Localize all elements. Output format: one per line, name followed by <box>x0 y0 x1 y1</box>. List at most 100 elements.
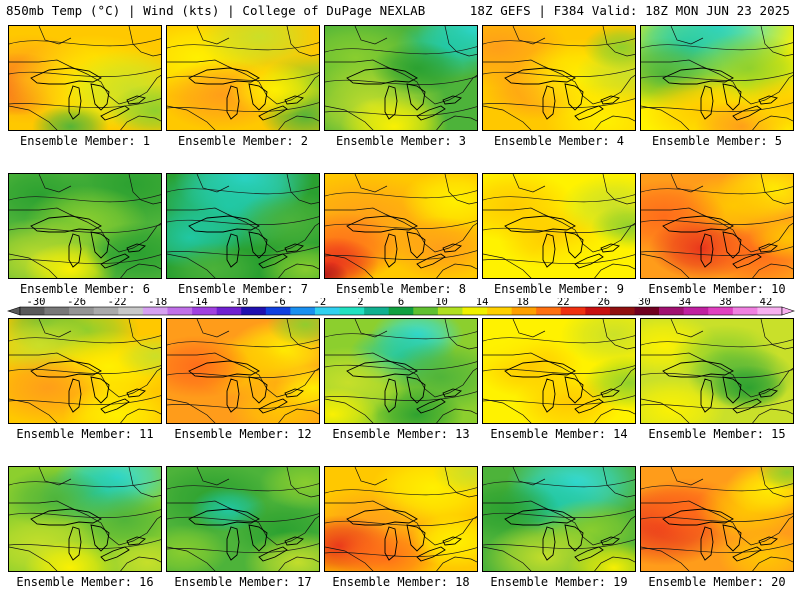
border-line <box>120 115 161 130</box>
border-line <box>512 174 546 193</box>
height-contour <box>483 224 635 233</box>
colorbar-tick-label: 10 <box>435 298 448 308</box>
great-lake-outline <box>248 524 268 552</box>
height-contour <box>483 335 635 344</box>
border-line <box>594 115 635 130</box>
colorbar-tick-label: 34 <box>679 298 692 308</box>
great-lake-outline <box>258 398 288 414</box>
border-line <box>444 467 477 498</box>
ensemble-member-label: Ensemble Member: 13 <box>332 427 470 441</box>
border-line <box>760 26 793 57</box>
great-lake-outline <box>542 233 556 268</box>
temperature-region <box>756 467 793 491</box>
height-contour <box>483 479 635 488</box>
height-contour <box>9 224 161 233</box>
ensemble-member-map <box>324 25 478 131</box>
ensemble-member-label: Ensemble Member: 2 <box>177 134 309 148</box>
ensemble-member-label: Ensemble Member: 17 <box>174 575 312 589</box>
border-line <box>444 26 477 57</box>
ensemble-member-label: Ensemble Member: 19 <box>490 575 628 589</box>
colorbar-bin <box>413 307 439 315</box>
height-contour <box>167 42 319 51</box>
border-line <box>120 408 161 423</box>
temperature-field <box>641 319 793 423</box>
temperature-region <box>267 319 319 347</box>
ensemble-member-label: Ensemble Member: 5 <box>651 134 783 148</box>
border-line <box>436 408 477 423</box>
temperature-field <box>9 174 161 278</box>
temperature-region <box>340 95 449 130</box>
colorbar-bin <box>192 307 217 315</box>
border-line <box>354 26 388 45</box>
temperature-region <box>101 535 161 571</box>
ensemble-member-map <box>640 25 794 131</box>
border-line <box>670 26 704 45</box>
ensemble-member-map <box>640 318 794 424</box>
border-line <box>278 556 319 571</box>
great-lake-outline <box>758 536 778 546</box>
map-title: 850mb Temp (°C) | Wind (kts) | College o… <box>6 3 426 18</box>
colorbar-bin <box>732 307 758 315</box>
ensemble-member-label: Ensemble Member: 14 <box>490 427 628 441</box>
colorbar-bin <box>364 307 390 315</box>
ensemble-member-label: Ensemble Member: 20 <box>648 575 786 589</box>
great-lake-outline <box>226 233 240 268</box>
border-line <box>38 467 72 486</box>
border-line <box>128 174 161 205</box>
great-lake-outline <box>248 376 268 404</box>
temperature-field <box>167 467 319 571</box>
height-contour <box>167 186 319 195</box>
ensemble-member-map <box>324 173 478 279</box>
border-line <box>286 467 319 498</box>
great-lake-outline <box>564 524 584 552</box>
ensemble-member-map <box>482 318 636 424</box>
great-lake-outline <box>722 83 742 111</box>
ensemble-member-map <box>482 25 636 131</box>
great-lake-outline <box>564 231 584 259</box>
temperature-region <box>560 319 635 367</box>
border-line <box>325 253 374 278</box>
height-contour <box>641 246 793 256</box>
height-contour <box>167 216 319 225</box>
height-contour <box>167 483 319 492</box>
height-contour <box>641 369 793 378</box>
height-contour <box>9 365 161 374</box>
great-lake-outline <box>284 388 304 398</box>
border-line <box>286 174 319 205</box>
height-contour <box>483 365 635 374</box>
colorbar-tick-label: 42 <box>760 298 773 308</box>
temperature-field <box>483 26 635 130</box>
great-lake-outline <box>384 378 398 413</box>
colorbar-bin <box>536 307 562 315</box>
border-line <box>196 174 230 193</box>
temperature-region <box>432 467 477 495</box>
border-line <box>483 398 532 423</box>
colorbar-tick-label: -6 <box>273 298 286 308</box>
temperature-field <box>483 174 635 278</box>
ensemble-member-label: Ensemble Member: 9 <box>493 282 625 296</box>
colorbar-bin <box>757 307 783 315</box>
temperature-region <box>325 261 349 278</box>
great-lake-outline <box>406 376 426 404</box>
height-contour <box>641 543 793 553</box>
height-contour <box>325 76 477 85</box>
great-lake-outline <box>662 360 734 378</box>
border-line <box>354 319 388 338</box>
height-contour <box>641 513 793 522</box>
height-contour <box>483 395 635 405</box>
great-lake-outline <box>188 67 260 85</box>
temperature-field <box>325 467 477 571</box>
border-line <box>354 174 388 193</box>
ensemble-member-label: Ensemble Member: 4 <box>493 134 625 148</box>
great-lake-outline <box>30 67 102 85</box>
ensemble-member-map <box>166 318 320 424</box>
great-lake-outline <box>600 95 620 105</box>
colorbar-tick-label: 6 <box>398 298 404 308</box>
colorbar-tick-label: 30 <box>638 298 651 308</box>
border-line <box>594 408 635 423</box>
temperature-region <box>371 41 464 96</box>
border-line <box>602 467 635 498</box>
colorbar-tick-label: 14 <box>476 298 489 308</box>
great-lake-outline <box>722 376 742 404</box>
great-lake-outline <box>406 231 426 259</box>
